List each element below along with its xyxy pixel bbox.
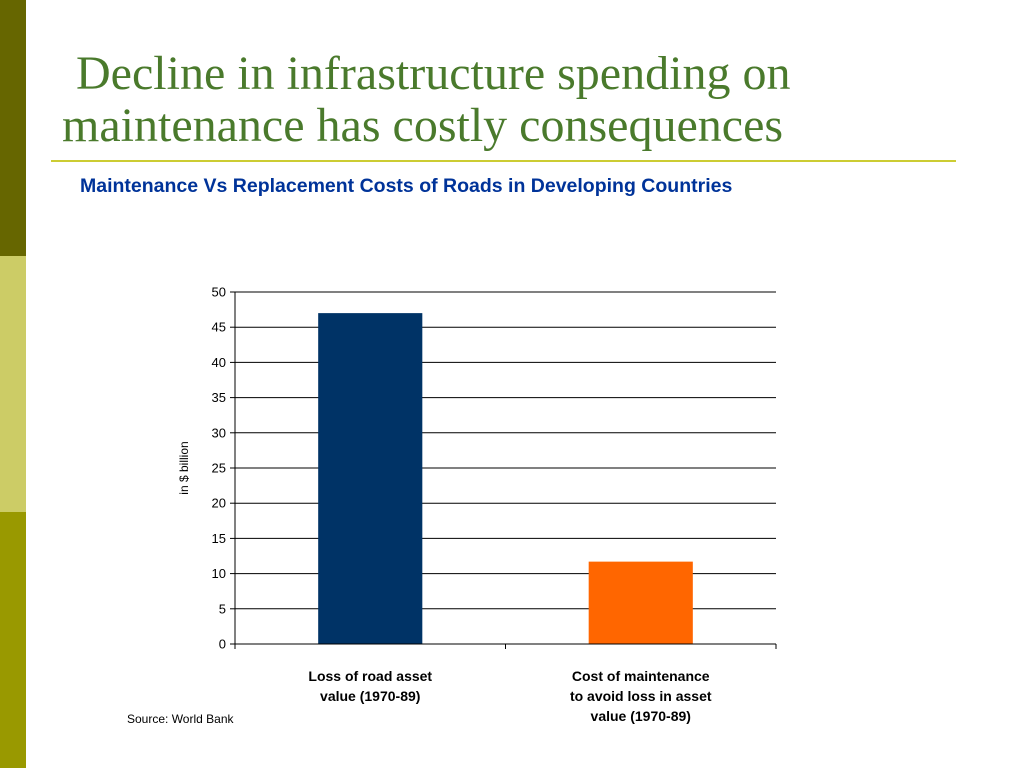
y-tick-label: 30 xyxy=(212,425,226,440)
x-category-label-line: value (1970-89) xyxy=(590,708,691,724)
axes xyxy=(234,292,777,649)
y-tick-label: 5 xyxy=(219,601,226,616)
y-axis-label: in $ billion xyxy=(177,441,191,494)
source-note: Source: World Bank xyxy=(127,712,234,726)
y-tick-label: 40 xyxy=(212,355,226,370)
chart-svg: 0 5 10 15 20 25 30 35 40 45 50 in $ billion xyxy=(177,285,777,652)
bar xyxy=(318,313,423,644)
y-tick-label: 20 xyxy=(212,496,226,511)
bars xyxy=(318,313,693,644)
chart-title: Maintenance Vs Replacement Costs of Road… xyxy=(80,175,733,197)
accent-stripe-bottom xyxy=(0,512,26,768)
x-category-label: Loss of road asset value (1970-89) xyxy=(275,666,465,706)
accent-stripe-top xyxy=(0,0,26,256)
y-tick-label: 50 xyxy=(212,285,226,300)
y-tick-label: 35 xyxy=(212,390,226,405)
y-tick-label: 45 xyxy=(212,320,226,335)
x-category-label-line: to avoid loss in asset xyxy=(569,688,712,704)
title-rule xyxy=(51,160,956,162)
x-category-label-line: Loss of road asset xyxy=(308,668,433,684)
y-tick-label: 15 xyxy=(212,531,226,546)
slide-title: Decline in infrastructure spending on ma… xyxy=(62,48,962,152)
gridlines xyxy=(230,291,776,645)
y-tick-label: 10 xyxy=(212,566,226,581)
slide-title-line-1: Decline in infrastructure spending on xyxy=(76,47,791,100)
bar xyxy=(588,561,693,644)
bar-chart: 0 5 10 15 20 25 30 35 40 45 50 in $ billion xyxy=(120,270,820,690)
accent-stripe-middle xyxy=(0,256,26,512)
x-category-label-line: Cost of maintenance xyxy=(571,668,710,684)
x-category-label: Cost of maintenance to avoid loss in asse… xyxy=(546,666,736,726)
x-category-label-line: value (1970-89) xyxy=(320,688,421,704)
y-tick-label: 0 xyxy=(219,637,226,652)
y-tick-labels: 0 5 10 15 20 25 30 35 40 45 50 xyxy=(212,285,226,652)
slide-title-line-2: maintenance has costly consequences xyxy=(62,99,784,152)
y-tick-label: 25 xyxy=(212,461,226,476)
